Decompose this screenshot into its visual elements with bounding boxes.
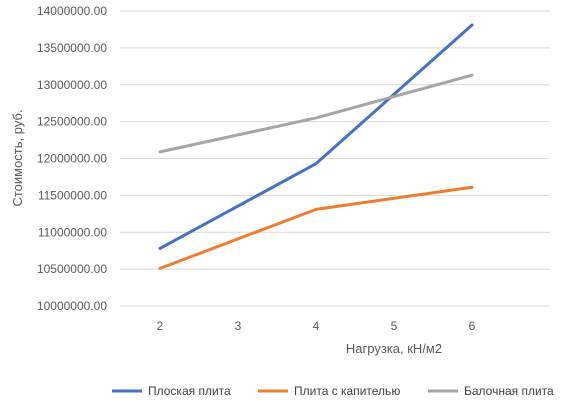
x-axis-title: Нагрузка, кН/м2 [346, 341, 442, 356]
legend-entry-label: Плоская плита [148, 384, 231, 398]
y-tick-label: 13500000.00 [37, 41, 107, 55]
y-axis-tick-labels: 10000000.00 10500000.00 11000000.00 1150000… [37, 4, 107, 313]
x-tick-label: 6 [469, 319, 476, 333]
y-tick-label: 12000000.00 [37, 152, 107, 166]
x-axis-tick-labels: 2 3 4 5 6 [157, 319, 476, 333]
x-tick-label: 2 [157, 319, 164, 333]
y-tick-label: 14000000.00 [37, 4, 107, 18]
y-axis-title: Стоимость, руб. [10, 109, 25, 206]
x-tick-label: 4 [313, 319, 320, 333]
legend-entry-label: Плита с капителью [294, 384, 400, 398]
y-tick-label: 10000000.00 [37, 299, 107, 313]
legend-entry-label: Балочная плита [464, 384, 554, 398]
x-tick-label: 5 [391, 319, 398, 333]
y-tick-label: 13000000.00 [37, 78, 107, 92]
series-line-2 [158, 185, 474, 270]
y-tick-label: 11000000.00 [38, 225, 108, 239]
series-lines [158, 23, 474, 270]
y-tick-label: 11500000.00 [38, 188, 108, 202]
y-tick-label: 12500000.00 [37, 115, 107, 129]
y-tick-label: 10500000.00 [37, 262, 107, 276]
series-line-1 [158, 23, 474, 250]
x-tick-label: 3 [235, 319, 242, 333]
gridlines [120, 10, 550, 307]
series-line-3 [158, 73, 474, 154]
legend: Плоская плита Плита с капителью Балочная п… [112, 384, 554, 398]
